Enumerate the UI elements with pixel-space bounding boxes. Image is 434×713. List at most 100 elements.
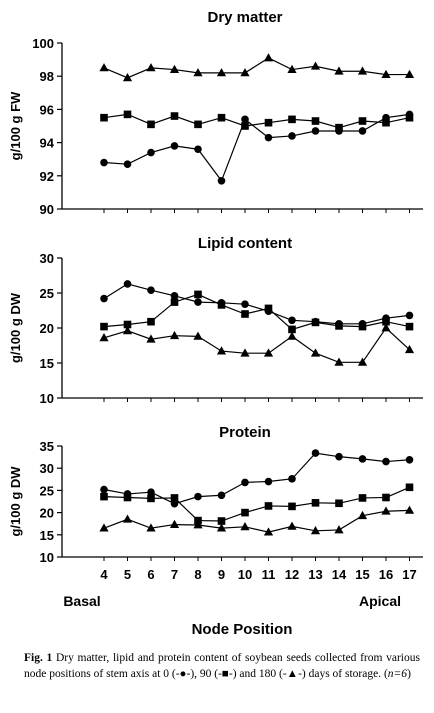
x-tick-label: 15 xyxy=(355,567,369,582)
y-tick-label: 94 xyxy=(40,136,55,151)
data-point-circle xyxy=(241,115,249,124)
data-point-circle xyxy=(123,280,132,288)
chart-title: Protein xyxy=(219,424,271,441)
caption-label: Fig. 1 xyxy=(24,652,53,664)
x-tick-label: 8 xyxy=(194,567,201,582)
x-tick-label: 9 xyxy=(218,567,225,582)
data-point-triangle xyxy=(381,69,391,78)
data-point-square xyxy=(335,123,343,132)
data-point-circle xyxy=(147,488,155,496)
x-tick-label: 6 xyxy=(147,567,154,582)
series-line-triangle xyxy=(103,57,410,79)
data-point-triangle xyxy=(193,520,203,529)
data-point-triangle xyxy=(169,64,180,73)
data-point-triangle xyxy=(263,53,274,62)
x-tick-label: 12 xyxy=(285,567,299,582)
data-point-square xyxy=(405,322,414,331)
data-point-triangle xyxy=(240,68,250,77)
data-point-triangle xyxy=(263,348,274,357)
data-point-triangle xyxy=(99,63,109,72)
data-point-triangle xyxy=(122,326,133,335)
data-point-triangle xyxy=(240,522,250,531)
x-tick-label: 11 xyxy=(262,567,276,582)
data-point-circle xyxy=(358,455,367,463)
data-point-circle xyxy=(123,160,132,168)
series-line-square xyxy=(103,113,410,129)
data-point-square xyxy=(358,117,367,125)
data-point-square xyxy=(288,115,296,124)
data-point-square xyxy=(123,493,132,502)
data-point-circle xyxy=(241,478,249,487)
chart-title: Lipid content xyxy=(198,235,292,252)
data-point-square xyxy=(264,118,273,127)
data-point-circle xyxy=(217,176,226,185)
x-tick-label: 5 xyxy=(124,567,131,582)
y-tick-label: 20 xyxy=(40,321,54,336)
y-tick-label: 98 xyxy=(40,69,54,84)
data-point-square xyxy=(123,110,132,119)
data-point-circle xyxy=(264,477,273,486)
data-point-triangle xyxy=(240,348,250,357)
data-point-triangle xyxy=(263,527,274,536)
y-axis-label: g/100 g DW xyxy=(8,292,23,363)
data-point-circle xyxy=(170,292,179,300)
y-tick-label: 30 xyxy=(40,461,54,476)
y-axis-label: g/100 g DW xyxy=(8,466,23,537)
x-tick-label: 17 xyxy=(402,567,416,582)
data-point-circle xyxy=(194,298,202,306)
data-point-triangle xyxy=(146,63,156,72)
data-point-square xyxy=(311,117,320,125)
data-point-square xyxy=(311,499,320,507)
data-point-square xyxy=(241,310,249,318)
y-tick-label: 96 xyxy=(40,102,54,117)
data-point-square xyxy=(170,112,179,120)
data-point-triangle xyxy=(146,523,156,532)
x-tick-label: 14 xyxy=(332,567,347,582)
data-point-square xyxy=(170,494,179,502)
data-point-triangle xyxy=(334,357,344,366)
data-point-square xyxy=(100,113,108,122)
data-point-square xyxy=(335,499,343,508)
data-point-circle xyxy=(100,158,108,167)
y-tick-label: 25 xyxy=(40,483,54,498)
caption-text: Dry matter, lipid and protein content of… xyxy=(24,652,420,680)
data-point-circle xyxy=(288,475,296,483)
x-tick-label: 4 xyxy=(100,567,108,582)
y-tick-label: 10 xyxy=(40,550,54,565)
chart-title: Dry matter xyxy=(207,9,282,26)
data-point-triangle xyxy=(404,344,415,354)
data-point-square xyxy=(405,483,414,492)
data-point-circle xyxy=(264,133,273,142)
data-point-triangle xyxy=(404,505,415,514)
y-tick-label: 100 xyxy=(32,36,54,51)
data-point-triangle xyxy=(146,334,156,343)
data-point-triangle xyxy=(334,66,344,75)
data-point-circle xyxy=(147,286,155,295)
data-point-triangle xyxy=(216,68,227,77)
y-tick-label: 15 xyxy=(40,528,54,543)
data-point-triangle xyxy=(334,525,344,534)
data-point-circle xyxy=(170,142,179,150)
data-point-circle xyxy=(194,492,202,501)
data-point-square xyxy=(358,322,367,331)
y-tick-label: 92 xyxy=(40,169,54,184)
data-point-square xyxy=(194,290,202,299)
data-point-circle xyxy=(241,300,249,309)
data-point-square xyxy=(335,322,343,330)
series-line-square xyxy=(103,486,410,522)
data-point-square xyxy=(217,517,226,525)
data-point-triangle xyxy=(193,331,203,340)
data-point-triangle xyxy=(357,66,368,75)
y-tick-label: 90 xyxy=(40,202,54,217)
data-point-square xyxy=(241,508,249,517)
x-tick-label: 10 xyxy=(238,567,252,582)
data-point-square xyxy=(123,320,132,329)
data-point-circle xyxy=(405,455,414,464)
data-point-square xyxy=(264,304,273,313)
data-point-square xyxy=(382,118,390,127)
data-point-triangle xyxy=(122,73,133,82)
data-point-square xyxy=(100,322,108,331)
data-point-circle xyxy=(358,127,367,135)
data-point-square xyxy=(147,494,155,503)
